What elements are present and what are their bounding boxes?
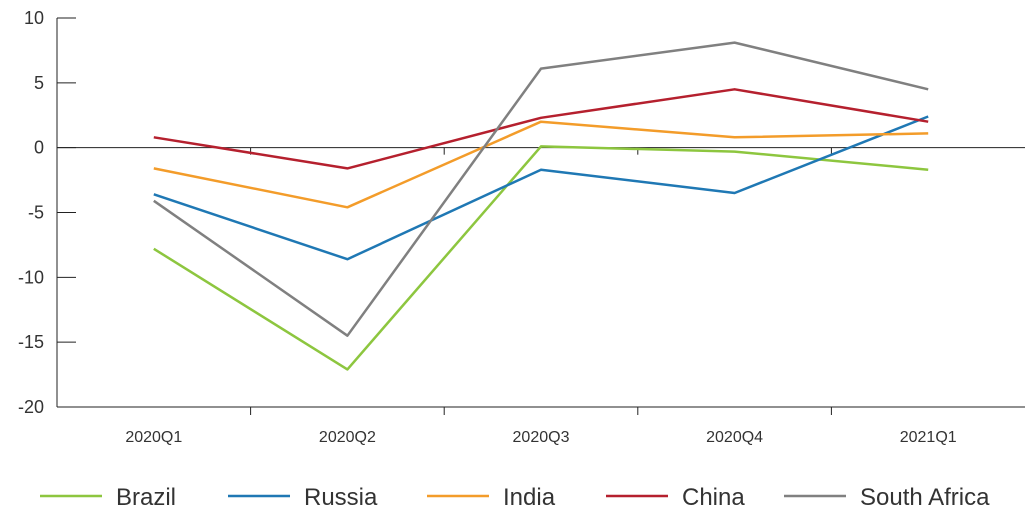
legend-item: Russia [228,484,378,511]
legend-item: China [606,484,745,511]
legend-item: India [427,484,556,511]
legend-label: Brazil [116,484,176,511]
legend-label: Russia [304,484,378,511]
series-line-russia [153,115,929,261]
x-tick-label: 2021Q1 [900,429,957,446]
y-tick-label: -5 [28,203,44,223]
y-tick-label: 10 [24,8,44,28]
y-tick-label: -20 [18,397,44,417]
legend-label: India [503,484,556,511]
y-tick-label: 0 [34,138,44,158]
x-tick-label: 2020Q4 [706,429,763,446]
y-tick-label: -15 [18,332,44,352]
legend-item: South Africa [784,484,990,511]
series-line-china [153,88,929,170]
x-tick-label: 2020Q2 [319,429,376,446]
x-tick-label: 2020Q3 [513,429,570,446]
series-line-brazil [153,145,929,371]
chart-legend: Brazil Russia India China South Africa [40,484,990,511]
legend-label: China [682,484,745,511]
series-line-india [153,120,929,209]
series-line-south-africa [153,41,929,337]
y-tick-label: -10 [18,267,44,287]
y-tick-label: 5 [34,73,44,93]
chart-axes: 10 5 0 -5 -10 -15 -20 2020Q1 2020Q2 2020Q3 2020Q4 2… [18,8,1025,446]
legend-item: Brazil [40,484,176,511]
x-tick-label: 2020Q1 [125,429,182,446]
chart-series [153,41,929,371]
legend-label: South Africa [860,484,990,511]
